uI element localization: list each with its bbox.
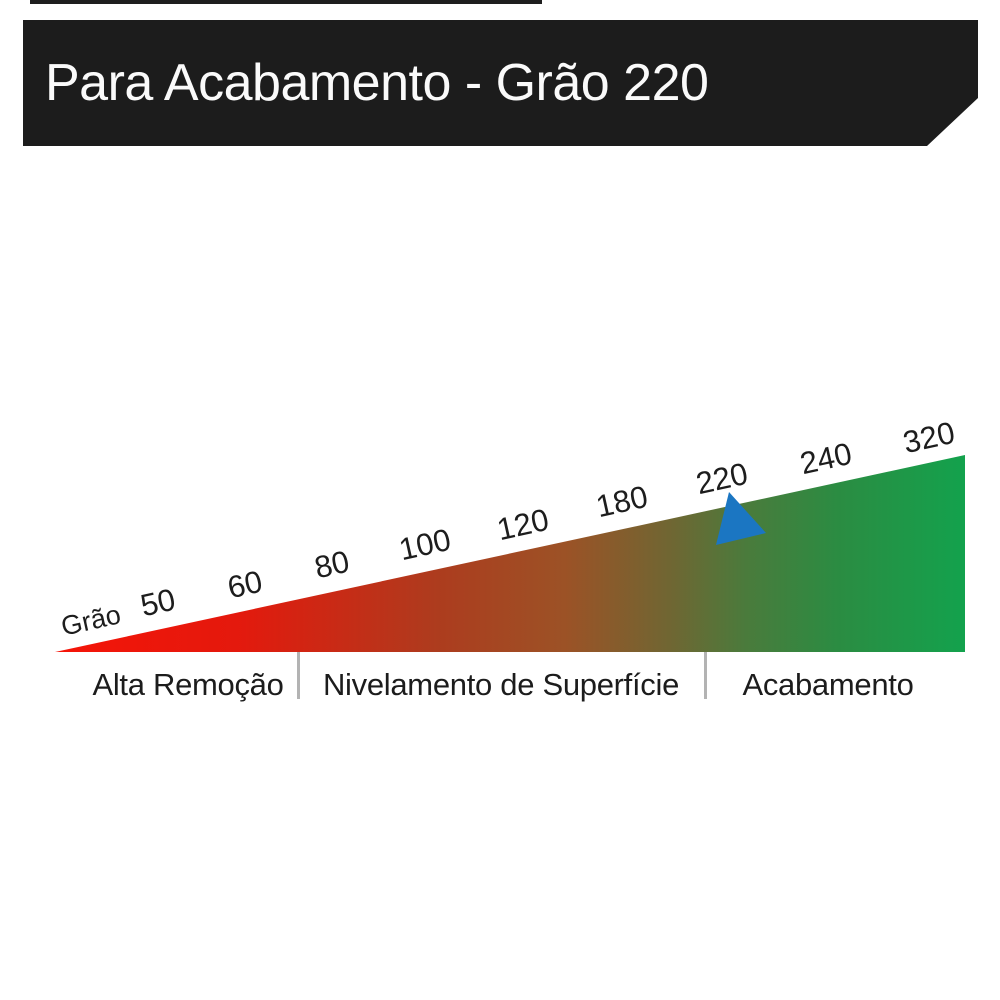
grit-label-100: 100 (395, 521, 454, 568)
zone-divider (704, 652, 707, 699)
top-border-strip (30, 0, 542, 4)
zone-divider (297, 652, 300, 699)
grit-label-320: 320 (899, 414, 958, 461)
grit-gradient-triangle (55, 455, 965, 652)
grit-label-240: 240 (796, 435, 855, 482)
banner-title: Para Acabamento - Grão 220 (45, 54, 709, 112)
zone-label-nivelamento-de-superficie: Nivelamento de Superfície (322, 667, 680, 702)
grit-220-marker-icon (716, 492, 766, 545)
grit-label-180: 180 (592, 478, 651, 525)
grit-label-50: 50 (137, 581, 179, 624)
zone-label-alta-remocao: Alta Remoção (92, 667, 284, 702)
grit-label-120: 120 (493, 501, 552, 548)
grit-label-60: 60 (224, 563, 266, 606)
grit-label-80: 80 (311, 543, 353, 586)
title-banner: Para Acabamento - Grão 220 (23, 20, 978, 146)
zone-label-acabamento: Acabamento (742, 667, 914, 702)
grit-label-grao: Grão (58, 599, 124, 642)
